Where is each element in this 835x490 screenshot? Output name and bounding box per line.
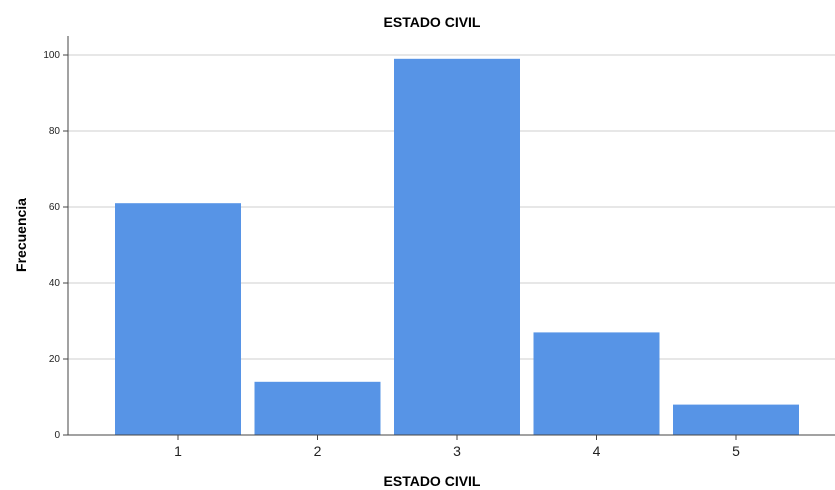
x-axis-label: ESTADO CIVIL [384,473,481,489]
x-tick-label: 1 [174,443,182,459]
y-tick-label: 100 [43,50,60,61]
bar-2 [254,381,381,435]
bars-group [115,58,799,436]
y-tick-labels: 0 20 40 60 80 100 [43,50,68,441]
x-tick-label: 2 [314,443,322,459]
bar-5 [673,404,799,435]
x-tick-labels: 1 2 3 4 5 [174,435,740,459]
y-tick-label: 40 [49,278,61,289]
x-tick-label: 4 [593,443,601,459]
y-axis-label: Frecuencia [13,198,29,272]
bar-3 [394,58,520,436]
y-tick-label: 20 [49,354,61,365]
x-tick-label: 3 [453,443,461,459]
bar-1 [115,203,241,435]
y-tick-label: 60 [49,202,61,213]
y-tick-label: 80 [49,126,61,137]
y-tick-label: 0 [54,430,60,441]
x-tick-label: 5 [732,443,740,459]
chart-title: ESTADO CIVIL [384,14,481,30]
bar-4 [533,332,660,435]
